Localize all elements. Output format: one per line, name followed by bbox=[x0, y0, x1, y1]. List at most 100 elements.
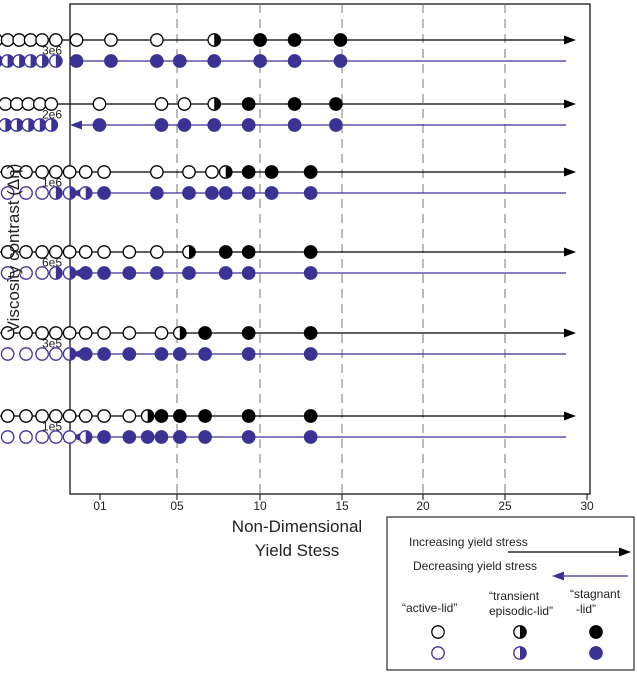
active-lid-marker bbox=[35, 430, 49, 444]
stagnant-lid-marker bbox=[198, 347, 212, 361]
stagnant-lid-marker bbox=[264, 165, 279, 179]
active-lid-marker bbox=[49, 245, 63, 259]
active-lid-marker bbox=[182, 165, 196, 179]
y-category-label: 1e6 bbox=[42, 176, 62, 190]
stagnant-lid-marker bbox=[140, 430, 155, 444]
y-category-label: 3e6 bbox=[42, 44, 62, 58]
increasing-arrowhead bbox=[564, 167, 576, 177]
active-lid-marker bbox=[78, 165, 93, 179]
episodic-lid-marker bbox=[49, 266, 63, 280]
active-lid-marker bbox=[35, 165, 49, 179]
episodic-lid-marker bbox=[207, 97, 222, 111]
active-lid-marker bbox=[69, 33, 84, 47]
stagnant-lid-marker bbox=[241, 430, 256, 444]
legend-episodic-label-2: episodic-lid” bbox=[489, 604, 553, 618]
active-lid-marker bbox=[122, 409, 137, 423]
stagnant-lid-marker bbox=[303, 165, 318, 179]
stagnant-lid-marker bbox=[182, 186, 196, 200]
x-tick-label: 05 bbox=[170, 499, 184, 513]
episodic-lid-marker bbox=[9, 118, 24, 132]
active-lid-marker bbox=[122, 245, 137, 259]
stagnant-lid-marker bbox=[241, 245, 256, 259]
stagnant-lid-marker bbox=[205, 186, 219, 200]
increasing-arrowhead bbox=[564, 411, 576, 421]
stagnant-lid-marker bbox=[69, 54, 84, 68]
episodic-lid-marker bbox=[21, 118, 36, 132]
active-lid-marker bbox=[0, 347, 15, 361]
active-lid-marker bbox=[49, 409, 63, 423]
stagnant-lid-marker bbox=[172, 347, 187, 361]
active-lid-marker bbox=[19, 266, 33, 280]
episodic-lid-marker bbox=[12, 54, 26, 68]
active-lid-marker bbox=[49, 326, 63, 340]
active-lid-marker bbox=[19, 409, 33, 423]
stagnant-lid-marker bbox=[303, 186, 318, 200]
y-category-label: 6e5 bbox=[42, 256, 62, 270]
active-lid-marker bbox=[21, 97, 36, 111]
active-lid-marker bbox=[35, 33, 49, 47]
increasing-arrowhead bbox=[564, 247, 576, 257]
data-rows bbox=[0, 33, 576, 444]
active-lid-marker bbox=[431, 625, 445, 639]
active-lid-marker bbox=[122, 326, 137, 340]
x-tick-label: 01 bbox=[93, 499, 107, 513]
y-category-label: 1e5 bbox=[42, 420, 62, 434]
stagnant-lid-marker bbox=[218, 266, 233, 280]
active-lid-marker bbox=[12, 33, 26, 47]
stagnant-lid-marker bbox=[207, 118, 222, 132]
stagnant-lid-marker bbox=[198, 430, 212, 444]
active-lid-marker bbox=[49, 165, 63, 179]
stagnant-lid-marker bbox=[218, 245, 233, 259]
stagnant-lid-marker bbox=[589, 625, 603, 639]
stagnant-lid-marker bbox=[241, 97, 256, 111]
active-lid-marker bbox=[104, 33, 118, 47]
y-category-labels: 3e6 2e6 1e6 6e5 3e5 1e5 bbox=[42, 44, 62, 434]
stagnant-lid-marker bbox=[198, 326, 212, 340]
stagnant-lid-marker bbox=[241, 165, 256, 179]
stagnant-lid-marker bbox=[207, 54, 222, 68]
episodic-lid-marker bbox=[49, 186, 63, 200]
stagnant-lid-marker bbox=[253, 33, 268, 47]
stagnant-lid-marker bbox=[303, 326, 318, 340]
episodic-lid-marker bbox=[78, 186, 93, 200]
active-lid-marker bbox=[44, 97, 59, 111]
episodic-lid-marker bbox=[218, 165, 233, 179]
episodic-lid-marker bbox=[78, 430, 93, 444]
active-lid-marker bbox=[62, 245, 77, 259]
stagnant-lid-marker bbox=[97, 266, 111, 280]
episodic-lid-marker bbox=[23, 54, 38, 68]
active-lid-marker bbox=[97, 326, 111, 340]
active-lid-marker bbox=[97, 165, 111, 179]
stagnant-lid-marker bbox=[97, 430, 111, 444]
stagnant-lid-marker bbox=[154, 347, 169, 361]
x-tick-label: 10 bbox=[253, 499, 267, 513]
episodic-lid-marker bbox=[0, 54, 15, 68]
active-lid-marker bbox=[431, 646, 445, 660]
x-tick-label: 15 bbox=[335, 499, 349, 513]
stagnant-lid-marker bbox=[78, 266, 93, 280]
stagnant-lid-marker bbox=[287, 118, 302, 132]
episodic-lid-marker bbox=[62, 266, 77, 280]
active-lid-marker bbox=[97, 409, 111, 423]
active-lid-marker bbox=[62, 326, 77, 340]
stagnant-lid-marker bbox=[182, 266, 196, 280]
stagnant-lid-marker bbox=[264, 186, 279, 200]
active-lid-marker bbox=[49, 430, 63, 444]
stagnant-lid-marker bbox=[241, 347, 256, 361]
active-lid-marker bbox=[150, 245, 164, 259]
active-lid-marker bbox=[35, 347, 49, 361]
active-lid-marker bbox=[35, 326, 49, 340]
stagnant-lid-marker bbox=[303, 347, 318, 361]
stagnant-lid-marker bbox=[172, 409, 187, 423]
stagnant-lid-marker bbox=[241, 118, 256, 132]
stagnant-lid-marker bbox=[154, 430, 169, 444]
stagnant-lid-marker bbox=[241, 409, 256, 423]
active-lid-marker bbox=[154, 97, 169, 111]
active-lid-marker bbox=[19, 430, 33, 444]
active-lid-marker bbox=[0, 245, 15, 259]
y-axis-title: Viscosity contrast (Δη) bbox=[4, 164, 23, 333]
active-lid-marker bbox=[35, 186, 49, 200]
active-lid-marker bbox=[49, 347, 63, 361]
y-category-label: 3e5 bbox=[42, 337, 62, 351]
